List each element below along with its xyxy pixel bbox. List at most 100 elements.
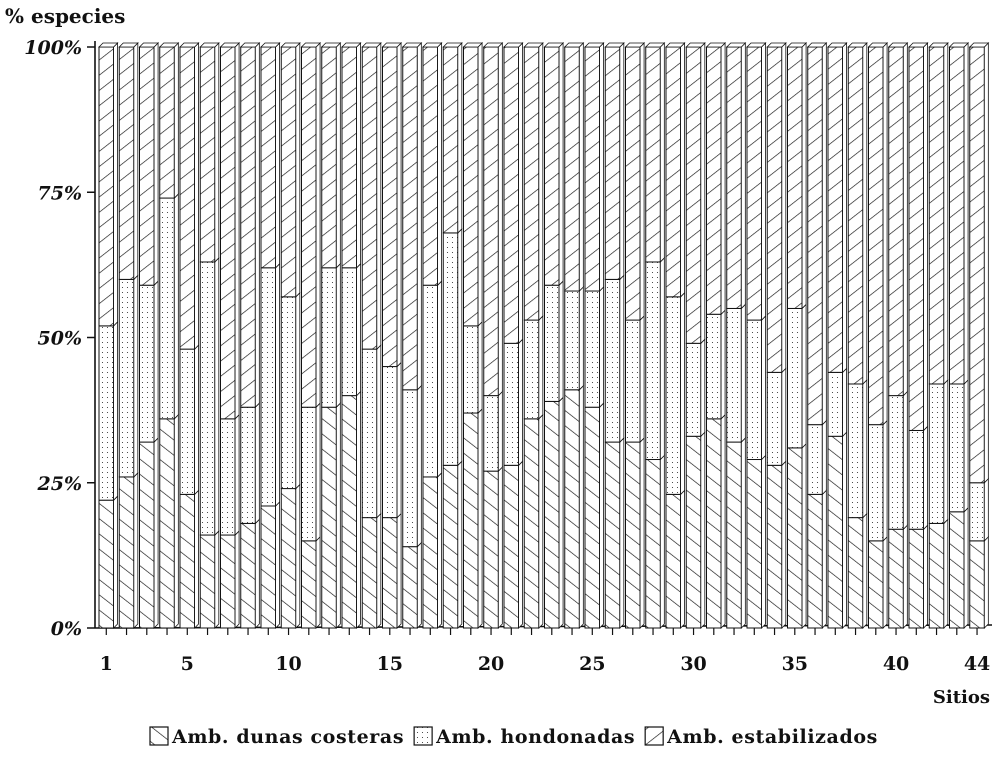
bar-segment (321, 46, 337, 269)
bar-segment (301, 540, 317, 629)
bar-stack (827, 42, 848, 635)
bar-segment (544, 46, 560, 286)
bar-stack (908, 42, 929, 635)
bar-segment (483, 470, 499, 629)
bar-segment (787, 46, 803, 309)
bar-segment (949, 383, 965, 513)
bar-segment-side (943, 42, 949, 385)
bar-segment (402, 389, 418, 548)
bar-segment (625, 319, 641, 443)
bar-top (766, 42, 787, 48)
bar-stack (381, 42, 403, 635)
bar-stack (98, 42, 119, 635)
x-tick-label: 40 (883, 653, 909, 675)
bar-segment (564, 290, 580, 391)
bar-segment (928, 46, 945, 385)
bar-stack (442, 42, 463, 635)
bar-segment-side (983, 477, 989, 542)
bar-segment-side (639, 315, 645, 444)
bar-top (341, 42, 362, 48)
bar-segment (969, 540, 985, 629)
bar-segment (301, 406, 317, 542)
bar-segment-side (842, 367, 847, 438)
bar-segment-side (619, 274, 625, 444)
bar-segment-side (295, 291, 301, 490)
bar-segment (463, 325, 479, 414)
bar-top (948, 42, 970, 48)
bar-segment (280, 46, 297, 298)
bar-segment-side (214, 257, 220, 537)
bar-segment-side (821, 42, 827, 426)
bar-segment-side (477, 42, 483, 327)
bar-segment-side (457, 42, 463, 234)
bar-segment (199, 261, 216, 536)
bar-segment-side (234, 530, 240, 629)
bar-segment-side (538, 315, 544, 420)
bar-segment (483, 395, 499, 472)
bar-segment-side (599, 286, 604, 409)
bar-segment-side (497, 390, 503, 473)
bar-segment (442, 464, 459, 629)
bar-top (543, 42, 565, 48)
bar-stack (806, 42, 828, 635)
bar-segment-side (680, 489, 685, 629)
bar-stack (280, 42, 301, 635)
bar-top (503, 42, 524, 48)
bar-top (320, 42, 342, 48)
bar-segment-side (680, 291, 685, 496)
bar-segment (280, 488, 297, 629)
bar-segment-side (599, 42, 604, 292)
bar-top (361, 42, 382, 48)
bar-segment-side (923, 42, 928, 432)
bar-segment (746, 319, 763, 461)
bar-segment-side (801, 303, 807, 449)
bar-segment (827, 435, 844, 629)
bar-stack (604, 42, 625, 635)
bar-segment (746, 46, 763, 321)
bar-segment (341, 46, 358, 269)
bar-stack (725, 42, 747, 635)
bar-top (138, 42, 160, 48)
bar-stack (665, 42, 686, 635)
bar-segment-side (558, 280, 564, 403)
bar-segment (584, 290, 601, 408)
bar-segment-side (639, 42, 645, 322)
bar-segment (179, 493, 196, 629)
bar-segment-side (639, 437, 645, 629)
bar-segment-side (133, 471, 139, 629)
bar-segment-side (254, 402, 260, 525)
bar-segment-side (659, 257, 665, 461)
bar-top (624, 42, 646, 48)
bar-segment-side (902, 524, 908, 629)
bar-segment-side (113, 320, 118, 502)
bar-segment-side (842, 431, 847, 629)
bar-segment (260, 267, 277, 507)
bar-segment (280, 296, 297, 490)
bar-segment-side (416, 42, 422, 391)
bar-top (604, 42, 625, 48)
bar-segment (159, 46, 175, 199)
bar-stack (199, 42, 220, 635)
bar-segment-side (923, 524, 928, 629)
bar-segment-side (518, 460, 523, 629)
bar-segment (706, 418, 722, 629)
bar-segment-side (700, 431, 706, 629)
bar-segment-side (275, 42, 280, 269)
bar-stack (260, 42, 281, 635)
bar-stack (543, 42, 565, 635)
bar-segment (888, 528, 904, 629)
y-axis-label: % especies (5, 4, 125, 28)
bar-stack (401, 42, 423, 635)
bar-segment-side (173, 413, 179, 629)
y-tick-label: 75% (38, 182, 83, 204)
bar-segment (766, 464, 783, 629)
bar-segment-side (234, 42, 240, 420)
bar-segment-side (416, 384, 422, 548)
bar-segment (746, 459, 763, 629)
bar-segment (382, 517, 398, 629)
bar-segment-side (518, 42, 523, 345)
bar-segment-side (275, 262, 280, 507)
bar-top (746, 42, 767, 48)
bar-segment-side (153, 280, 159, 444)
bar-segment-side (862, 379, 868, 519)
